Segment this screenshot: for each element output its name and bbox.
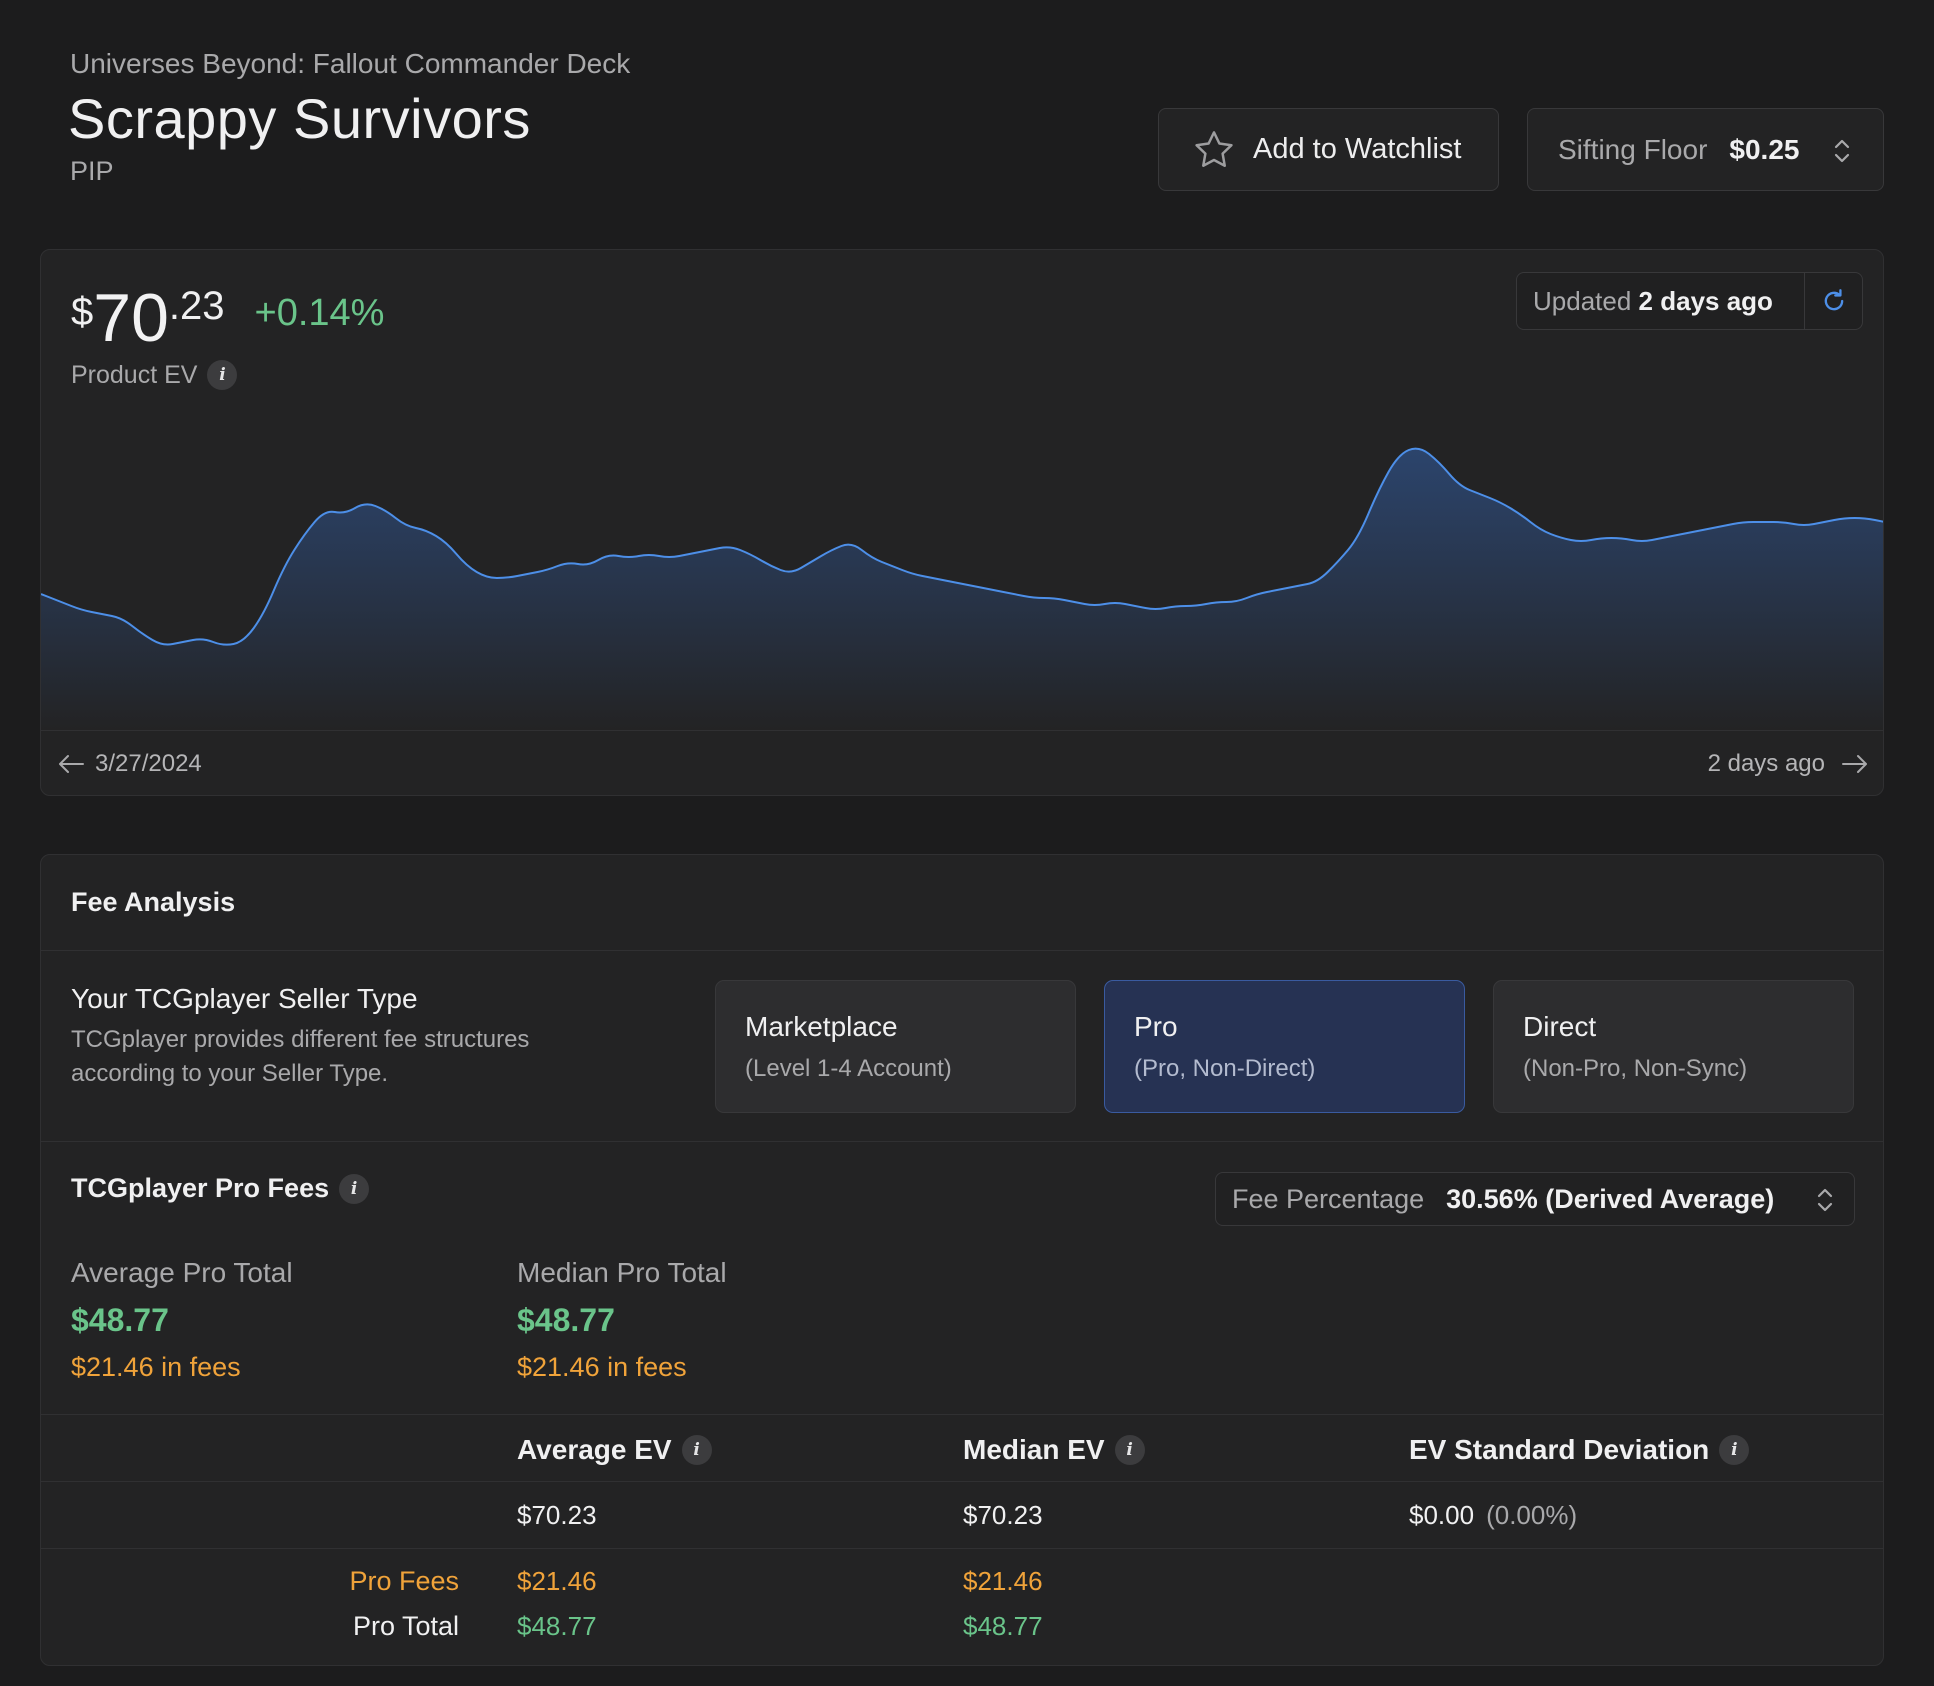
divider (41, 950, 1883, 951)
price-currency: $ (71, 290, 94, 334)
pro-fees-median: $21.46 (963, 1566, 1043, 1596)
ev-std-dev-percent: (0.00%) (1486, 1500, 1578, 1530)
median-pro-total-label: Median Pro Total (517, 1257, 727, 1288)
ev-std-dev-amount: $0.00 (1409, 1500, 1475, 1530)
seller-type-pro[interactable]: Pro (Pro, Non-Direct) (1104, 980, 1465, 1113)
price-change: +0.14% (254, 292, 385, 334)
seller-type-sub: (Level 1-4 Account) (745, 1055, 952, 1082)
table-header-label: Average EV (517, 1434, 672, 1465)
add-to-watchlist-button[interactable]: Add to Watchlist (1158, 108, 1499, 191)
info-icon[interactable]: i (1719, 1435, 1750, 1465)
divider (41, 1481, 1883, 1482)
watchlist-label: Add to Watchlist (1253, 133, 1462, 165)
average-ev-value: $70.23 (517, 1500, 597, 1530)
pro-fees-title: TCGplayer Pro Fees (71, 1173, 330, 1203)
fee-analysis-title: Fee Analysis (71, 887, 236, 917)
updated-status: Updated 2 days ago (1516, 272, 1863, 330)
median-ev-value: $70.23 (963, 1500, 1043, 1530)
pro-fees-row-label: Pro Fees (349, 1566, 459, 1596)
refresh-icon (1824, 289, 1843, 311)
seller-type-title: Direct (1523, 1011, 1597, 1042)
chart-range-footer: 3/27/2024 2 days ago (41, 730, 1883, 795)
sifting-floor-label: Sifting Floor (1558, 133, 1708, 165)
info-icon[interactable]: i (1114, 1435, 1145, 1465)
chevron-up-down-icon (1834, 139, 1850, 163)
fee-percentage-label: Fee Percentage (1232, 1183, 1425, 1214)
table-header-label: Median EV (963, 1434, 1105, 1465)
table-header-label: EV Standard Deviation (1409, 1434, 1710, 1465)
pro-fees-average: $21.46 (517, 1566, 597, 1596)
price-whole: 70 (93, 280, 169, 356)
ev-std-dev-value: $0.00 (0.00%) (1409, 1500, 1577, 1531)
range-start-date: 3/27/2024 (95, 750, 202, 777)
updated-prefix: Updated (1533, 285, 1632, 316)
average-pro-total-fees: $21.46 in fees (71, 1352, 241, 1382)
table-header-average-ev: Average EV i (517, 1430, 712, 1470)
sifting-floor-select[interactable]: Sifting Floor $0.25 (1527, 108, 1884, 191)
range-start: 3/27/2024 (57, 731, 202, 795)
chart-area-fill (41, 448, 1883, 730)
set-name: Universes Beyond: Fallout Commander Deck (70, 48, 631, 79)
info-icon[interactable]: i (339, 1173, 370, 1204)
chart-series-line (41, 447, 1883, 646)
seller-type-sub: (Non-Pro, Non-Sync) (1523, 1055, 1748, 1082)
pro-total-median: $48.77 (963, 1611, 1043, 1641)
range-end: 2 days ago (1707, 731, 1869, 795)
price-cents: .23 (168, 284, 225, 328)
refresh-button[interactable] (1804, 273, 1862, 329)
info-icon[interactable]: i (681, 1435, 712, 1465)
ev-area-chart[interactable] (41, 380, 1884, 730)
updated-value: 2 days ago (1638, 285, 1773, 316)
divider (41, 1414, 1883, 1415)
table-header-median-ev: Median EV i (963, 1430, 1145, 1470)
sifting-floor-value: $0.25 (1729, 133, 1800, 165)
updated-text: Updated 2 days ago (1517, 286, 1804, 317)
pro-fees-heading: TCGplayer Pro Fees i (71, 1173, 370, 1204)
divider (41, 1141, 1883, 1142)
page-title: Scrappy Survivors (68, 87, 531, 150)
product-ev-price: $ 70 .23 +0.14% (71, 282, 384, 352)
range-end-date: 2 days ago (1707, 750, 1825, 777)
fee-percentage-value: 30.56% (Derived Average) (1446, 1183, 1775, 1214)
price-chart-card: $ 70 .23 +0.14% Product EV i Updated 2 d… (40, 249, 1884, 796)
product-ev-label: Product EV i (71, 360, 238, 390)
chevron-up-down-icon (1817, 1188, 1833, 1212)
seller-type-sub: (Pro, Non-Direct) (1134, 1055, 1316, 1082)
median-pro-total-value: $48.77 (517, 1302, 615, 1338)
seller-type-title: Pro (1134, 1011, 1178, 1042)
arrow-right-icon[interactable] (1841, 753, 1869, 775)
average-pro-total-label: Average Pro Total (71, 1257, 293, 1288)
seller-type-heading: Your TCGplayer Seller Type (71, 983, 418, 1014)
median-pro-total-fees: $21.46 in fees (517, 1352, 687, 1382)
seller-type-marketplace[interactable]: Marketplace (Level 1-4 Account) (715, 980, 1076, 1113)
fee-analysis-card: Fee Analysis Your TCGplayer Seller Type … (40, 854, 1884, 1666)
fee-percentage-select[interactable]: Fee Percentage 30.56% (Derived Average) (1215, 1172, 1855, 1226)
arrow-left-icon[interactable] (57, 753, 85, 775)
pro-total-row-label: Pro Total (352, 1611, 459, 1641)
pro-total-average: $48.77 (517, 1611, 597, 1641)
info-icon[interactable]: i (207, 360, 238, 390)
seller-type-description: TCGplayer provides different fee structu… (71, 1026, 530, 1087)
seller-type-title: Marketplace (745, 1011, 898, 1042)
star-icon (1195, 130, 1233, 167)
divider (41, 1548, 1883, 1549)
table-header-ev-std-dev: EV Standard Deviation i (1409, 1430, 1750, 1470)
product-ev-text: Product EV (71, 360, 198, 389)
set-code: PIP (70, 156, 114, 186)
seller-type-direct[interactable]: Direct (Non-Pro, Non-Sync) (1493, 980, 1854, 1113)
average-pro-total-value: $48.77 (71, 1302, 169, 1338)
